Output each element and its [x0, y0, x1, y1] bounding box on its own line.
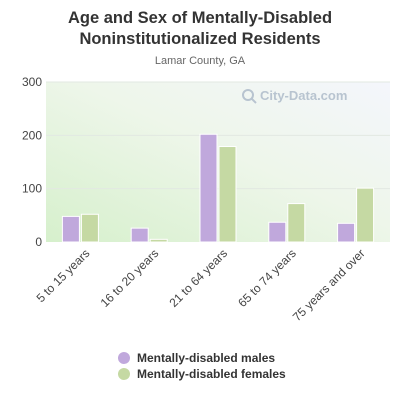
x-tick-label: 21 to 64 years [166, 246, 230, 310]
watermark-search-icon [242, 89, 254, 101]
y-tick-label: 200 [22, 128, 42, 142]
legend-item-males: Mentally-disabled males [118, 350, 286, 366]
bar-males [337, 222, 356, 243]
legend-swatch-females [118, 368, 130, 380]
bar-females [218, 146, 237, 243]
bar-chart: City-Data.com 0 100 200 300 5 to 15 years 16… [22, 75, 390, 324]
bar-males [268, 221, 287, 243]
x-tick-label: 5 to 15 years [34, 246, 93, 305]
chart-subtitle: Lamar County, GA [154, 55, 246, 67]
x-tick-label: 75 years and over [290, 246, 368, 324]
legend-label-females: Mentally-disabled females [137, 367, 286, 381]
legend: Mentally-disabled males Mentally-disable… [118, 350, 286, 382]
bar-females [149, 238, 168, 243]
bar-females [356, 187, 375, 243]
legend-item-females: Mentally-disabled females [118, 366, 286, 382]
legend-swatch-males [118, 352, 130, 364]
x-tick-label: 65 to 74 years [235, 246, 299, 310]
y-tick-label: 0 [35, 235, 42, 249]
plot-area [46, 82, 390, 242]
y-tick-label: 300 [22, 75, 42, 89]
bar-males [61, 215, 80, 243]
watermark: City-Data.com [242, 88, 347, 104]
y-tick-label: 100 [22, 182, 42, 196]
bar-females [80, 213, 99, 243]
watermark-text: City-Data.com [260, 88, 347, 103]
legend-label-males: Mentally-disabled males [137, 351, 276, 365]
bar-males [130, 227, 149, 243]
chart-title: Age and Sex of Mentally-Disabled Noninst… [67, 9, 333, 48]
bar-males [199, 133, 218, 243]
x-tick-label: 16 to 20 years [98, 246, 162, 310]
bar-females [287, 203, 306, 243]
